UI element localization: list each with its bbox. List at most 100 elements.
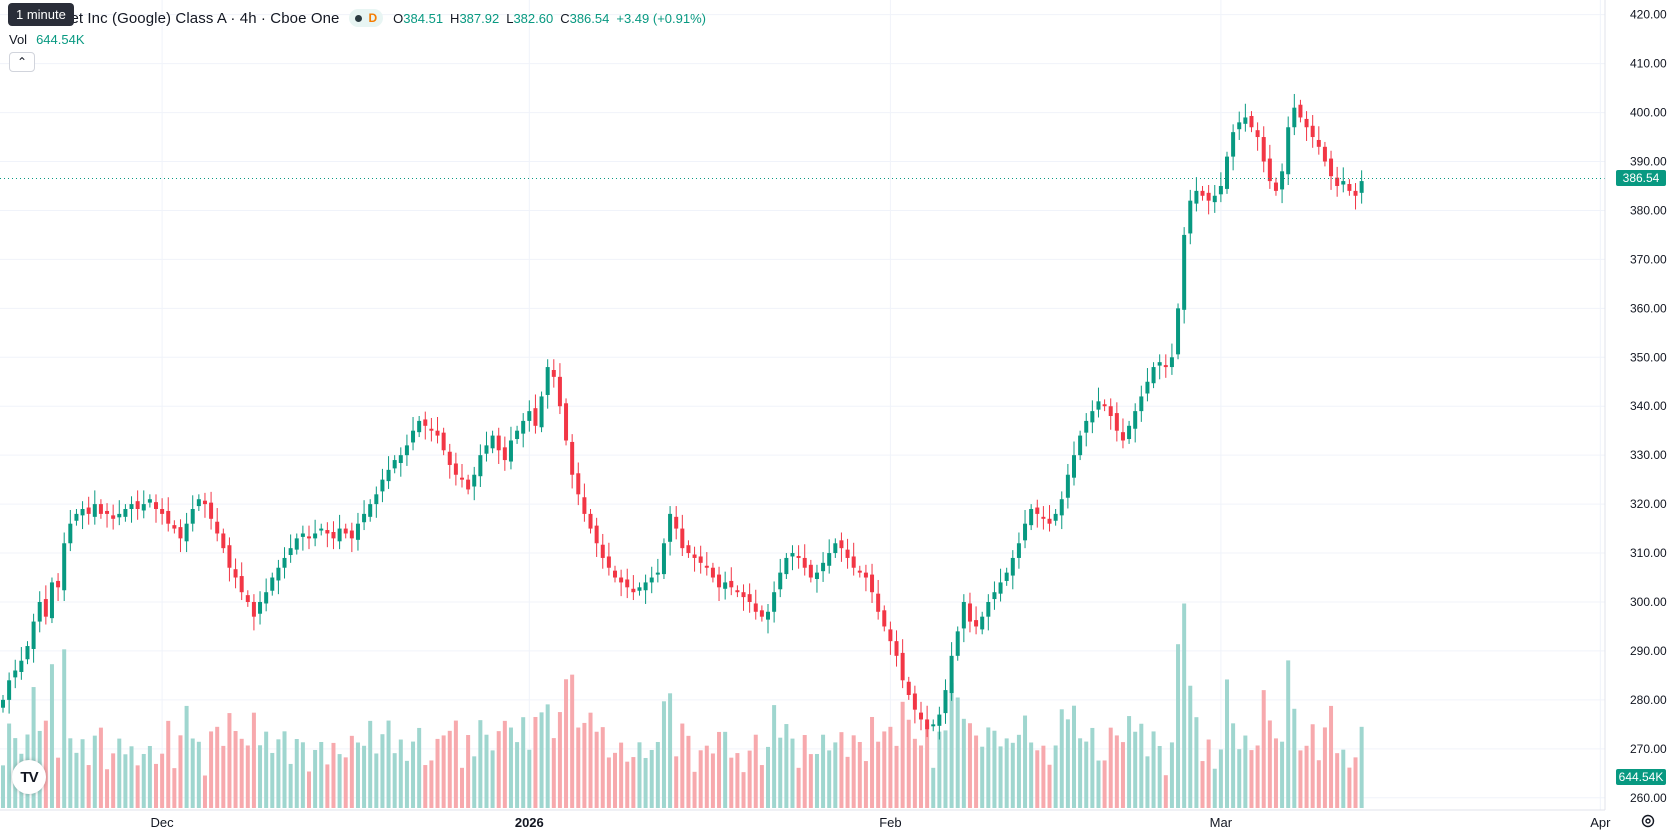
volume-bar [215, 726, 220, 808]
candle-body [790, 553, 795, 557]
symbol-title[interactable]: bet Inc (Google) Class A · 4h · Cboe One [0, 10, 339, 27]
candle-body [37, 601, 42, 622]
candle-body [845, 549, 850, 558]
candle-body [1316, 139, 1321, 147]
candle-body [453, 463, 458, 475]
volume-bar [141, 753, 146, 808]
volume-bar [31, 687, 36, 808]
candle-body [429, 428, 434, 431]
chevron-up-icon: ⌃ [16, 55, 28, 69]
volume-bar [1169, 742, 1174, 808]
gear-icon[interactable] [1640, 813, 1656, 829]
candle-body [294, 538, 299, 550]
volume-bar [564, 679, 569, 808]
ohlc-value: 384.51 [403, 10, 444, 26]
candle-body [527, 411, 532, 421]
volume-bar [1127, 716, 1132, 808]
volume-bar [447, 730, 452, 808]
volume-bar [943, 730, 948, 808]
price-tick-label: 350.00 [1630, 350, 1667, 364]
ohlc-value: +3.49 (+0.91%) [616, 10, 706, 26]
volume-bar [1059, 709, 1064, 808]
volume-bar [307, 771, 311, 808]
price-tick-label: 360.00 [1630, 301, 1667, 315]
volume-label: Vol [9, 32, 28, 47]
volume-bar [478, 720, 483, 808]
price-tick-label: 290.00 [1630, 644, 1667, 658]
candle-body [1292, 107, 1297, 128]
ohlc-value: 382.60 [513, 10, 554, 26]
collapse-legend-button[interactable]: ⌃ [9, 52, 35, 72]
candle-body [668, 513, 673, 542]
candle-body [870, 574, 875, 593]
volume-bar [1035, 750, 1040, 808]
candle-body [368, 504, 373, 517]
volume-bar [796, 767, 801, 808]
volume-bar [729, 757, 734, 808]
candle-body [380, 479, 385, 492]
volume-bar [931, 767, 936, 808]
volume-bar [313, 749, 318, 808]
candle-body [25, 646, 30, 660]
candle-body [123, 509, 128, 517]
volume-bar [1145, 756, 1150, 808]
volume-bar [496, 731, 501, 808]
volume-bar [288, 763, 293, 808]
volume-bar [594, 731, 599, 808]
market-status-pill[interactable]: D [349, 9, 384, 27]
candle-body [19, 660, 24, 672]
candle-body [637, 587, 642, 591]
candle-body [245, 595, 250, 602]
last-volume-label: 644.54K [1616, 769, 1666, 785]
candle-body [484, 445, 489, 454]
volume-bar [502, 720, 507, 808]
candle-body [1298, 104, 1303, 118]
ohlc-key: H [450, 10, 460, 26]
volume-bar [533, 716, 538, 808]
candle-body [398, 455, 403, 463]
candle-body [974, 620, 979, 627]
volume-bar [980, 746, 985, 808]
candle-body [772, 592, 777, 612]
volume-bar [661, 701, 666, 808]
volume-bar [294, 739, 299, 808]
tradingview-logo[interactable]: TV [12, 760, 46, 794]
volume-bar [551, 738, 556, 808]
volume-bar [386, 720, 391, 808]
candle-body [766, 611, 770, 620]
volume-bar [998, 746, 1003, 808]
volume-bar [429, 760, 434, 808]
price-tick-label: 370.00 [1630, 252, 1667, 266]
volume-bar [857, 741, 862, 808]
candle-body [625, 579, 630, 588]
candle-body [154, 502, 158, 510]
time-tick-label: Mar [1210, 815, 1233, 830]
volume-bar [1212, 768, 1217, 808]
candle-body [704, 565, 709, 568]
volume-bar [460, 767, 464, 808]
price-tick-label: 280.00 [1630, 693, 1667, 707]
volume-bar [508, 727, 513, 808]
volume-bar [490, 750, 495, 808]
volume-bar [417, 727, 422, 808]
time-tick-label: 2026 [515, 815, 544, 830]
ohlc-item: C386.54 [560, 11, 609, 26]
time-axis[interactable]: Dec2026FebMarAprMayJun [151, 815, 1678, 830]
volume-bar [1047, 764, 1052, 808]
volume-bar [423, 765, 428, 808]
candle-body [576, 473, 581, 495]
ohlc-item: O384.51 [393, 11, 443, 26]
volume-bar [368, 720, 373, 808]
volume-bar [1255, 745, 1260, 808]
ohlc-item: L382.60 [506, 11, 553, 26]
candle-body [1249, 115, 1254, 128]
price-axis[interactable]: 420.00 410.00 400.00 390.00 380.00 370.00 360.… [1630, 8, 1667, 805]
candle-body [1151, 367, 1156, 384]
candle-body [386, 469, 391, 482]
volume-bar [668, 693, 673, 808]
candle-body [876, 593, 881, 612]
candle-body [986, 601, 991, 617]
candle-body [564, 403, 569, 441]
candles [1, 93, 1364, 740]
